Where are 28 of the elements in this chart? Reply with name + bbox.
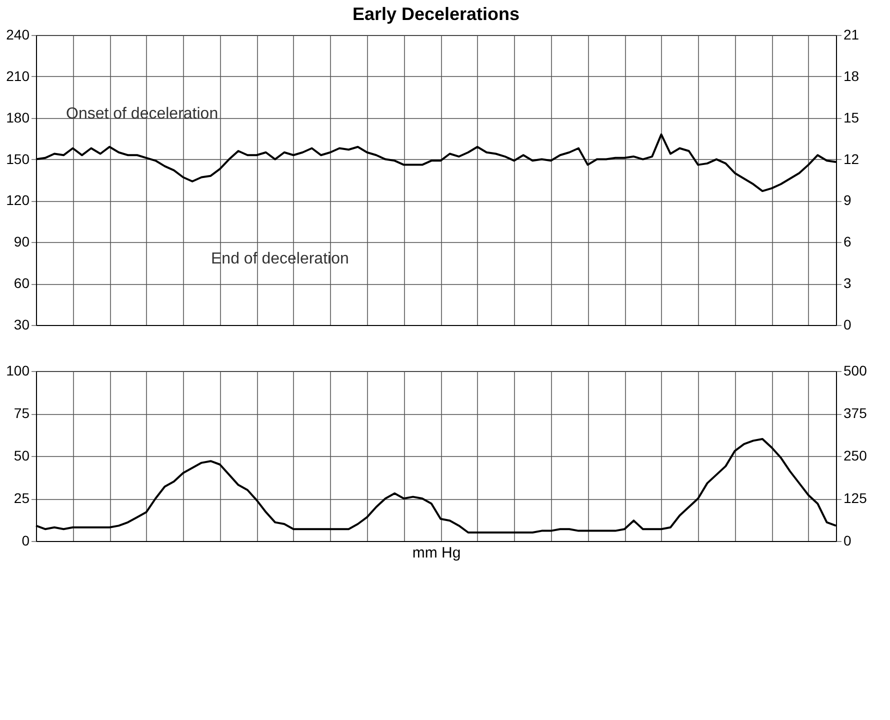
y2-tick-label: 21 (844, 26, 860, 42)
y-tick-label: 210 (6, 68, 30, 84)
chart-title: Early Decelerations (352, 4, 520, 24)
y-tick-label: 150 (6, 150, 30, 167)
y2-tick-label: 500 (844, 362, 868, 378)
y-tick-label: 90 (14, 234, 30, 250)
y2-tick-label: 15 (844, 109, 860, 126)
y-tick-label: 100 (6, 362, 30, 378)
y2-tick-label: 3 (844, 275, 852, 292)
y2-tick-label: 125 (844, 490, 868, 506)
y-tick-label: 0 (22, 532, 30, 548)
y2-tick-label: 0 (844, 532, 852, 548)
y2-tick-label: 0 (844, 316, 852, 332)
y2-tick-label: 250 (844, 448, 868, 464)
y-tick-label: 60 (14, 275, 30, 292)
y-tick-label: 120 (6, 192, 30, 208)
y-tick-label: 25 (14, 490, 30, 506)
y-tick-label: 75 (14, 405, 30, 421)
y2-tick-label: 9 (844, 192, 852, 208)
y2-tick-label: 375 (844, 405, 868, 421)
y2-tick-label: 6 (844, 234, 852, 250)
y-tick-label: 180 (6, 109, 30, 126)
y2-tick-label: 18 (844, 68, 860, 84)
y-tick-label: 30 (14, 316, 30, 332)
x-axis-title: mm Hg (412, 544, 461, 562)
y-tick-label: 50 (14, 448, 30, 464)
y-tick-label: 240 (6, 26, 30, 42)
y2-tick-label: 12 (844, 150, 860, 167)
